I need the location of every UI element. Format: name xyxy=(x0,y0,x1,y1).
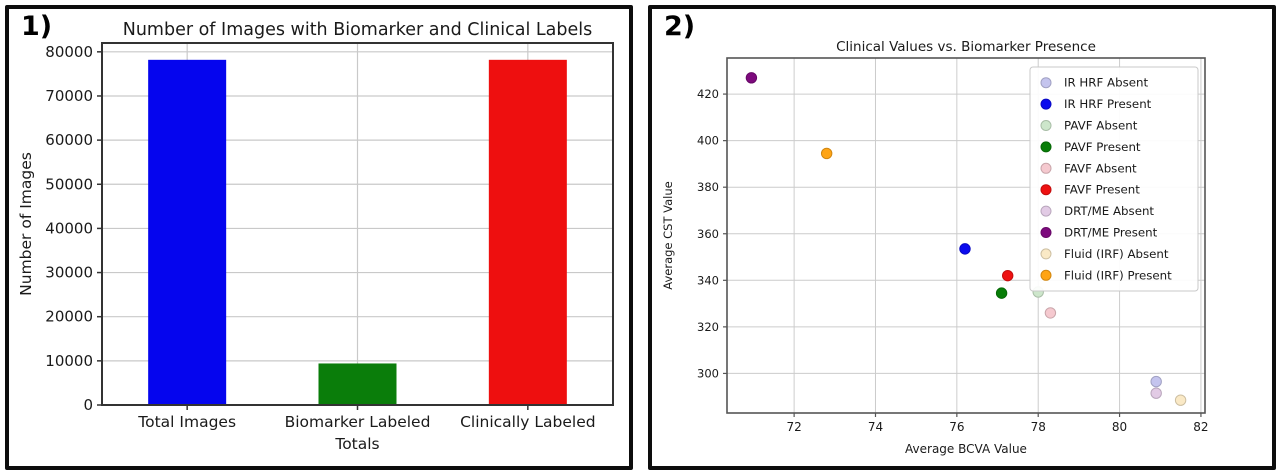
legend-marker-pavf-absent xyxy=(1040,120,1052,131)
y-tick-label: 340 xyxy=(697,273,719,287)
legend-marker-drt-me-absent xyxy=(1040,205,1052,217)
panel-number-label: 2) xyxy=(664,11,696,42)
legend-item: FAVF Absent xyxy=(1040,161,1137,175)
x-tick-label: 80 xyxy=(1112,420,1127,434)
y-tick-label: 300 xyxy=(697,366,719,380)
legend-marker-fluid-irf-present xyxy=(1040,269,1052,281)
legend-label: PAVF Absent xyxy=(1064,119,1138,133)
legend: IR HRF Absent IR HRF Present PAVF Absent PA… xyxy=(1029,66,1199,292)
legend-item: PAVF Present xyxy=(1040,140,1141,154)
panel-number-label: 1) xyxy=(21,11,53,42)
y-tick-label: 40000 xyxy=(45,219,93,237)
y-tick-label: 30000 xyxy=(45,264,93,282)
point-ir-hrf-present xyxy=(959,243,971,255)
y-tick-label: 80000 xyxy=(45,43,93,61)
legend-label: DRT/ME Absent xyxy=(1064,204,1154,218)
point-pavf-present xyxy=(995,287,1008,299)
plot-frame xyxy=(101,42,614,406)
chart-title: Clinical Values vs. Biomarker Presence xyxy=(836,39,1096,55)
point-favf-absent xyxy=(1044,307,1057,319)
x-tick-label: 78 xyxy=(1031,420,1046,434)
scatter-chart: 300 320 340 360 380 400 420 72 74 76 78 80 82 Clinica… xyxy=(661,39,1209,456)
legend-marker-pavf-present xyxy=(1040,141,1052,153)
y-tick-label: 20000 xyxy=(45,308,93,326)
point-ir-hrf-absent xyxy=(1150,375,1162,388)
legend-label: IR HRF Present xyxy=(1064,97,1152,111)
x-axis-label: Totals xyxy=(334,435,379,453)
legend-label: DRT/ME Present xyxy=(1064,226,1158,240)
legend-label: FAVF Absent xyxy=(1064,161,1137,175)
chart-title: Number of Images with Biomarker and Clin… xyxy=(123,20,593,40)
legend-item: DRT/ME Present xyxy=(1040,226,1158,240)
x-tick-label: Total Images xyxy=(137,413,236,431)
y-tick-label: 0 xyxy=(83,396,93,414)
y-tick-label: 380 xyxy=(697,180,719,194)
y-tick-label: 360 xyxy=(697,227,719,241)
y-tick-label: 10000 xyxy=(45,352,93,370)
plot-frame xyxy=(726,57,1206,414)
panel-scatter-chart: 2) 300 320 340 360 380 400 420 72 74 76 78 80 82 Clin… xyxy=(648,5,1276,470)
legend-item: DRT/ME Absent xyxy=(1040,204,1154,218)
point-fluid-irf-present xyxy=(820,147,833,160)
y-tick-label: 320 xyxy=(697,320,719,334)
y-axis-label: Number of Images xyxy=(17,152,35,296)
x-tick-label: 82 xyxy=(1193,420,1208,434)
legend-label: IR HRF Absent xyxy=(1064,76,1148,90)
legend-marker-fluid-irf-absent xyxy=(1040,248,1052,260)
y-tick-label: 50000 xyxy=(45,175,93,193)
x-tick-label: 76 xyxy=(949,420,964,434)
bar-total-images xyxy=(148,59,227,406)
legend-marker-drt-me-present xyxy=(1040,227,1052,238)
legend-item: Fluid (IRF) Absent xyxy=(1040,247,1169,261)
legend-item: Fluid (IRF) Present xyxy=(1040,268,1172,282)
y-tick-label: 420 xyxy=(697,87,719,101)
y-axis-label: Average CST Value xyxy=(661,181,675,289)
legend-marker-favf-present xyxy=(1040,184,1052,196)
bar-biomarker-labeled xyxy=(318,363,397,405)
legend-item: IR HRF Present xyxy=(1040,97,1152,111)
bar-chart: 0 10000 20000 30000 40000 50000 60000 70000 8000… xyxy=(17,20,614,453)
x-tick-label: Biomarker Labeled xyxy=(285,413,431,431)
x-tick-label: Clinically Labeled xyxy=(460,413,596,431)
legend-item: IR HRF Absent xyxy=(1040,76,1148,90)
legend-label: PAVF Present xyxy=(1064,140,1141,154)
x-tick-label: 72 xyxy=(786,420,801,434)
y-tick-label: 60000 xyxy=(45,131,93,149)
point-drt-me-present xyxy=(745,72,758,84)
legend-label: FAVF Present xyxy=(1064,183,1140,197)
point-fluid-irf-absent xyxy=(1174,394,1187,406)
legend-marker-ir-hrf-present xyxy=(1040,98,1052,110)
legend-item: FAVF Present xyxy=(1040,183,1140,197)
point-drt-me-absent xyxy=(1150,387,1162,399)
point-favf-present xyxy=(1001,269,1014,282)
legend-label: Fluid (IRF) Present xyxy=(1064,268,1172,282)
bar-clinically-labeled xyxy=(488,59,567,406)
x-tick-label: 74 xyxy=(868,420,883,434)
legend-item: PAVF Absent xyxy=(1040,119,1138,133)
y-tick-label: 400 xyxy=(697,134,719,148)
legend-label: Fluid (IRF) Absent xyxy=(1064,247,1169,261)
x-axis-label: Average BCVA Value xyxy=(905,442,1027,456)
legend-marker-favf-absent xyxy=(1040,162,1052,174)
panel-bar-chart: 1) 0 10000 20000 30000 40000 50000 60000 70000 8… xyxy=(5,5,633,470)
y-tick-label: 70000 xyxy=(45,87,93,105)
legend-marker-ir-hrf-absent xyxy=(1040,77,1052,89)
legend-box xyxy=(1029,66,1199,292)
